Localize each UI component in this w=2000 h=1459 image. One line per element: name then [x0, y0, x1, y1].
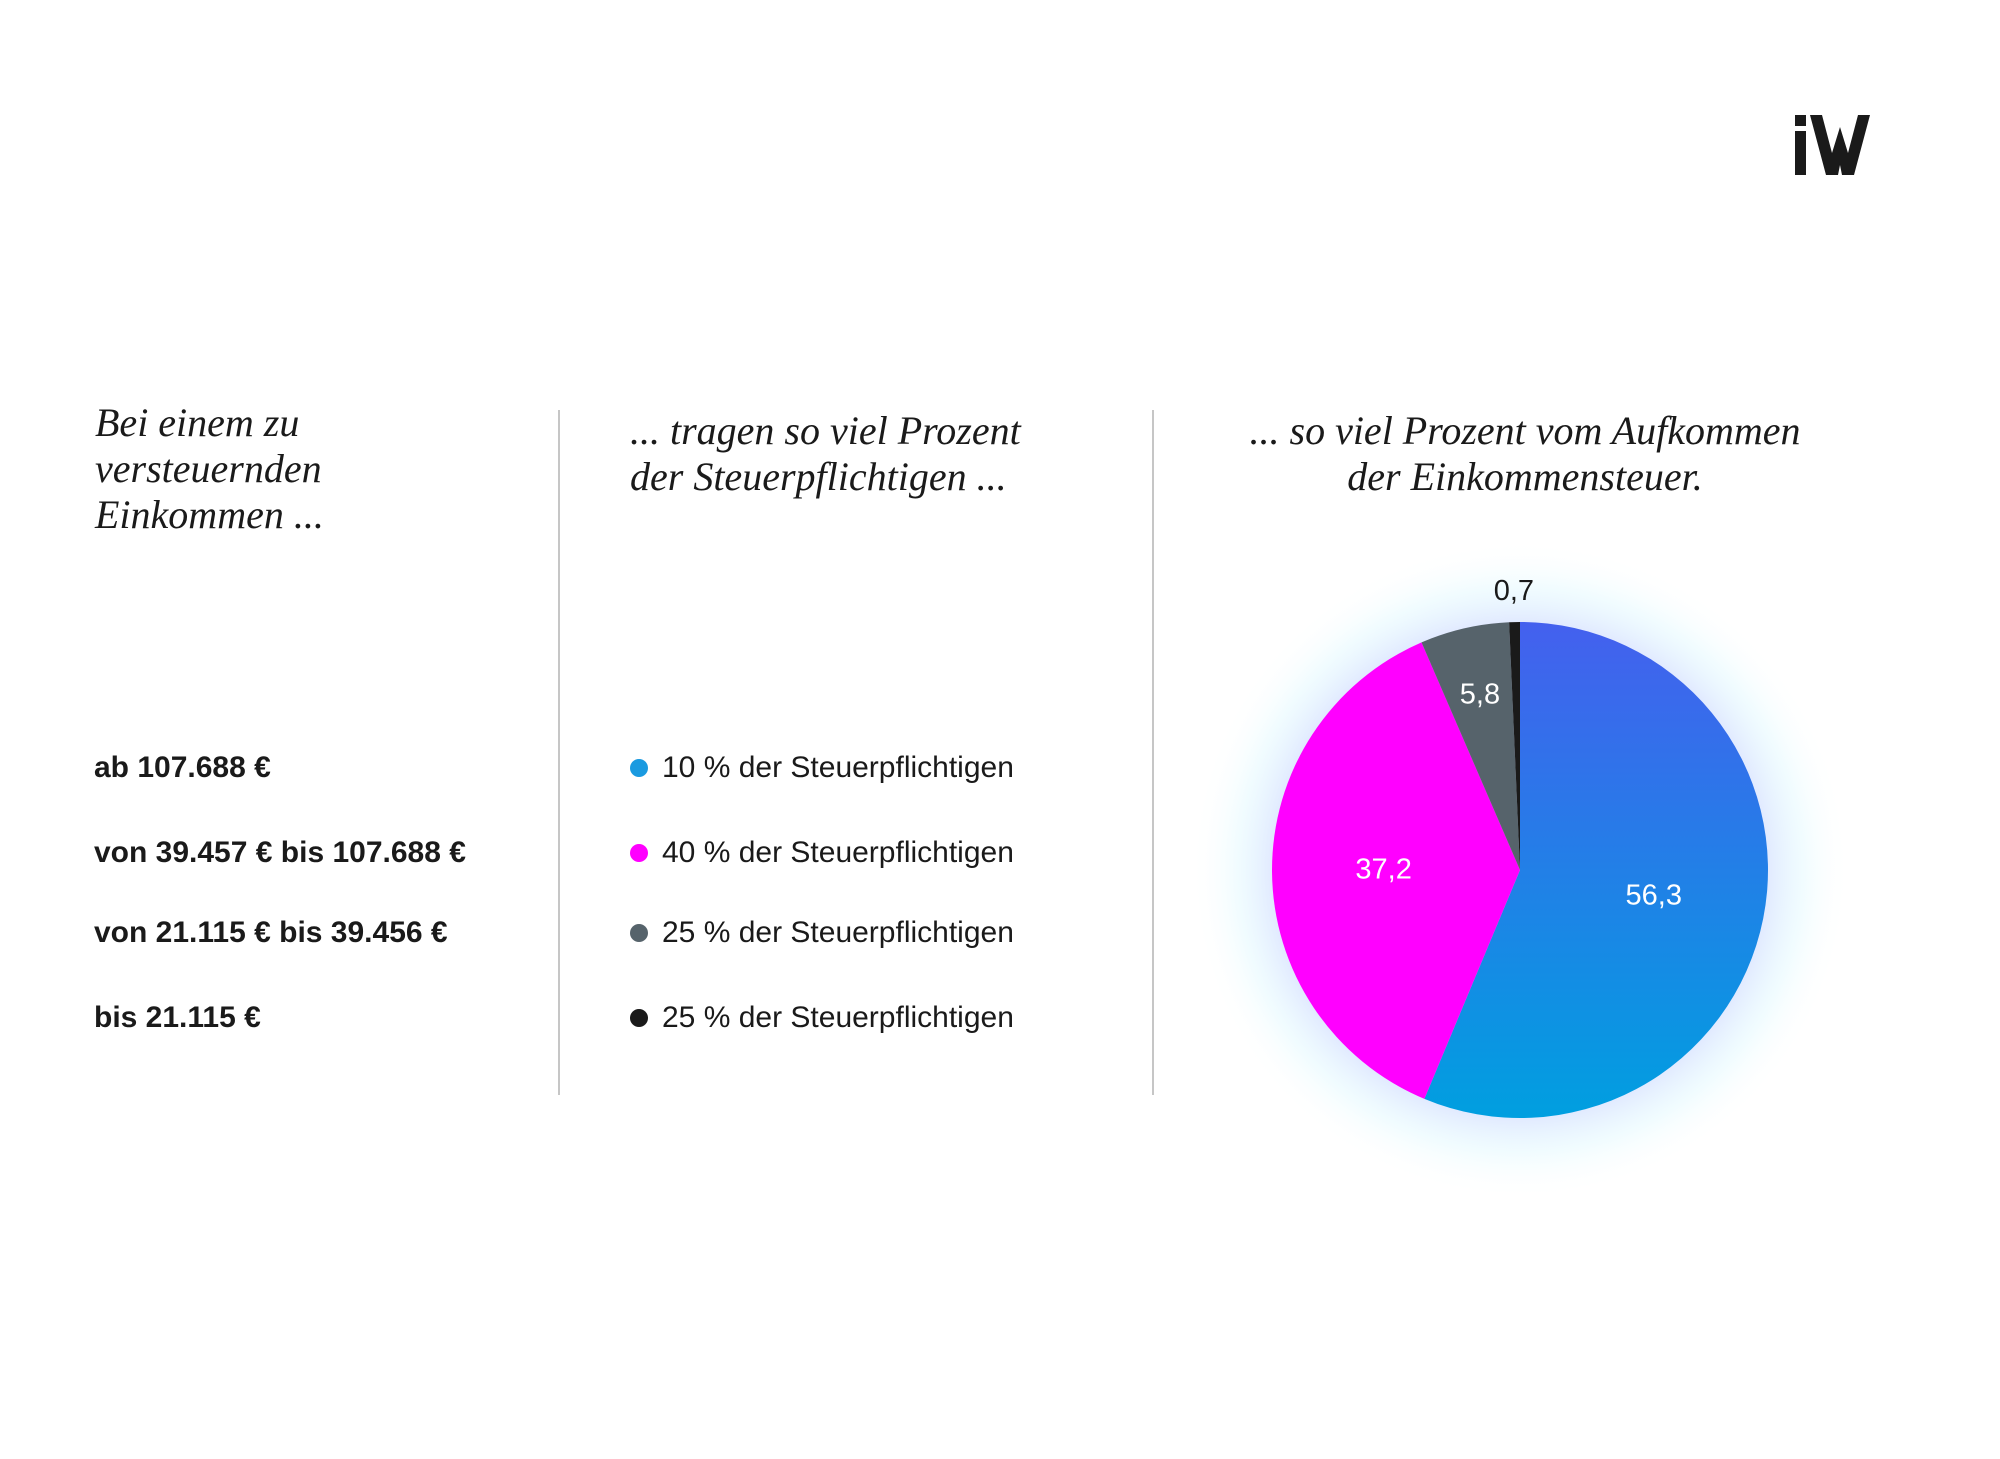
slice-data-label: 5,8: [1460, 679, 1500, 711]
legend-dot: [630, 759, 648, 777]
income-bracket-lower-middle: von 21.115 € bis 39.456 €: [94, 916, 448, 949]
slice-top-bracket: [1424, 622, 1768, 1118]
taxpayers-column-heading: ... tragen so viel Prozent der Steuerpfl…: [630, 408, 1021, 499]
slice-bottom-bracket: [1509, 622, 1520, 870]
legend-item-lower-middle: 25 % der Steuerpflichtigen: [630, 915, 1014, 951]
slice-data-label: 37,2: [1355, 854, 1411, 886]
legend-dot: [630, 844, 648, 862]
legend-label: 25 % der Steuerpflichtigen: [662, 916, 1014, 949]
legend-item-upper-middle: 40 % der Steuerpflichtigen: [630, 835, 1014, 871]
income-bracket-bottom: bis 21.115 €: [94, 1001, 261, 1034]
column-divider: [558, 410, 560, 1095]
legend-label: 25 % der Steuerpflichtigen: [662, 1001, 1014, 1034]
legend-item-bottom: 25 % der Steuerpflichtigen: [630, 1000, 1014, 1036]
income-bracket-top: ab 107.688 €: [94, 751, 271, 784]
iw-logo-icon: [1795, 115, 1870, 175]
legend-dot: [630, 1009, 648, 1027]
slice-lower-middle-bracket: [1421, 622, 1520, 870]
revenue-pie-chart: 56,3 37,2 5,8 0,7: [1190, 540, 1850, 1200]
legend-label: 40 % der Steuerpflichtigen: [662, 836, 1014, 869]
slice-upper-middle-bracket: [1272, 642, 1520, 1099]
column-divider: [1152, 410, 1154, 1095]
revenue-column-heading: ... so viel Prozent vom Aufkommen der Ei…: [1249, 408, 1801, 499]
slice-data-label: 0,7: [1494, 575, 1534, 607]
legend-label: 10 % der Steuerpflichtigen: [662, 751, 1014, 784]
income-column-heading: Bei einem zu versteuernden Einkommen ...: [95, 400, 324, 537]
income-bracket-upper-middle: von 39.457 € bis 107.688 €: [94, 836, 466, 869]
legend-item-top: 10 % der Steuerpflichtigen: [630, 750, 1014, 786]
slice-data-label: 56,3: [1626, 879, 1682, 911]
legend-dot: [630, 924, 648, 942]
